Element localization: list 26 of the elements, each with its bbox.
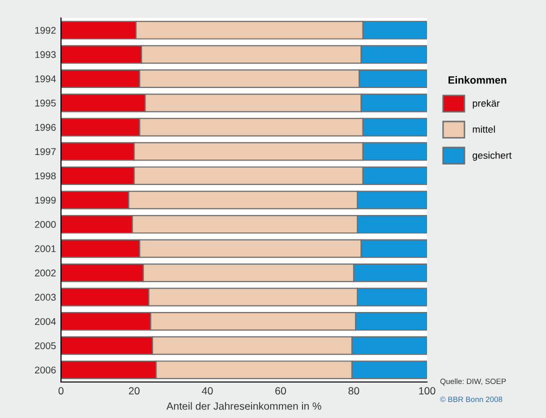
x-tick-label: 20 bbox=[128, 387, 140, 395]
y-tick-label: 1999 bbox=[35, 196, 56, 204]
y-tick-label: 2005 bbox=[35, 342, 56, 350]
legend-label: gesichert bbox=[472, 152, 512, 161]
y-tick-label: 1992 bbox=[35, 26, 56, 34]
x-tick-label: 60 bbox=[275, 387, 286, 395]
legend-label: prekär bbox=[472, 100, 500, 109]
x-tick-label: 100 bbox=[419, 387, 436, 395]
y-tick-label: 1994 bbox=[35, 75, 56, 82]
y-tick-label: 2004 bbox=[35, 318, 56, 325]
legend-label: mittel bbox=[472, 126, 495, 133]
y-tick-label: 2006 bbox=[35, 366, 56, 374]
y-tick-label: 2003 bbox=[35, 294, 56, 301]
y-tick-label: 1993 bbox=[35, 51, 56, 58]
y-tick-label: 2000 bbox=[35, 221, 56, 228]
y-tick-label: 2002 bbox=[35, 270, 56, 276]
x-axis-title: Anteil der Jahreseinkommen in % bbox=[166, 402, 322, 410]
legend-title: Einkommen bbox=[448, 76, 506, 84]
y-tick-label: 1996 bbox=[35, 124, 56, 131]
x-tick-label: 80 bbox=[348, 387, 360, 395]
y-tick-label: 1997 bbox=[35, 148, 56, 156]
y-tick-label: 2001 bbox=[35, 245, 56, 252]
y-tick-label: 1995 bbox=[35, 100, 56, 107]
y-tick-label: 1998 bbox=[35, 172, 56, 180]
x-tick-label: 0 bbox=[58, 387, 64, 395]
x-tick-label: 40 bbox=[202, 387, 213, 395]
